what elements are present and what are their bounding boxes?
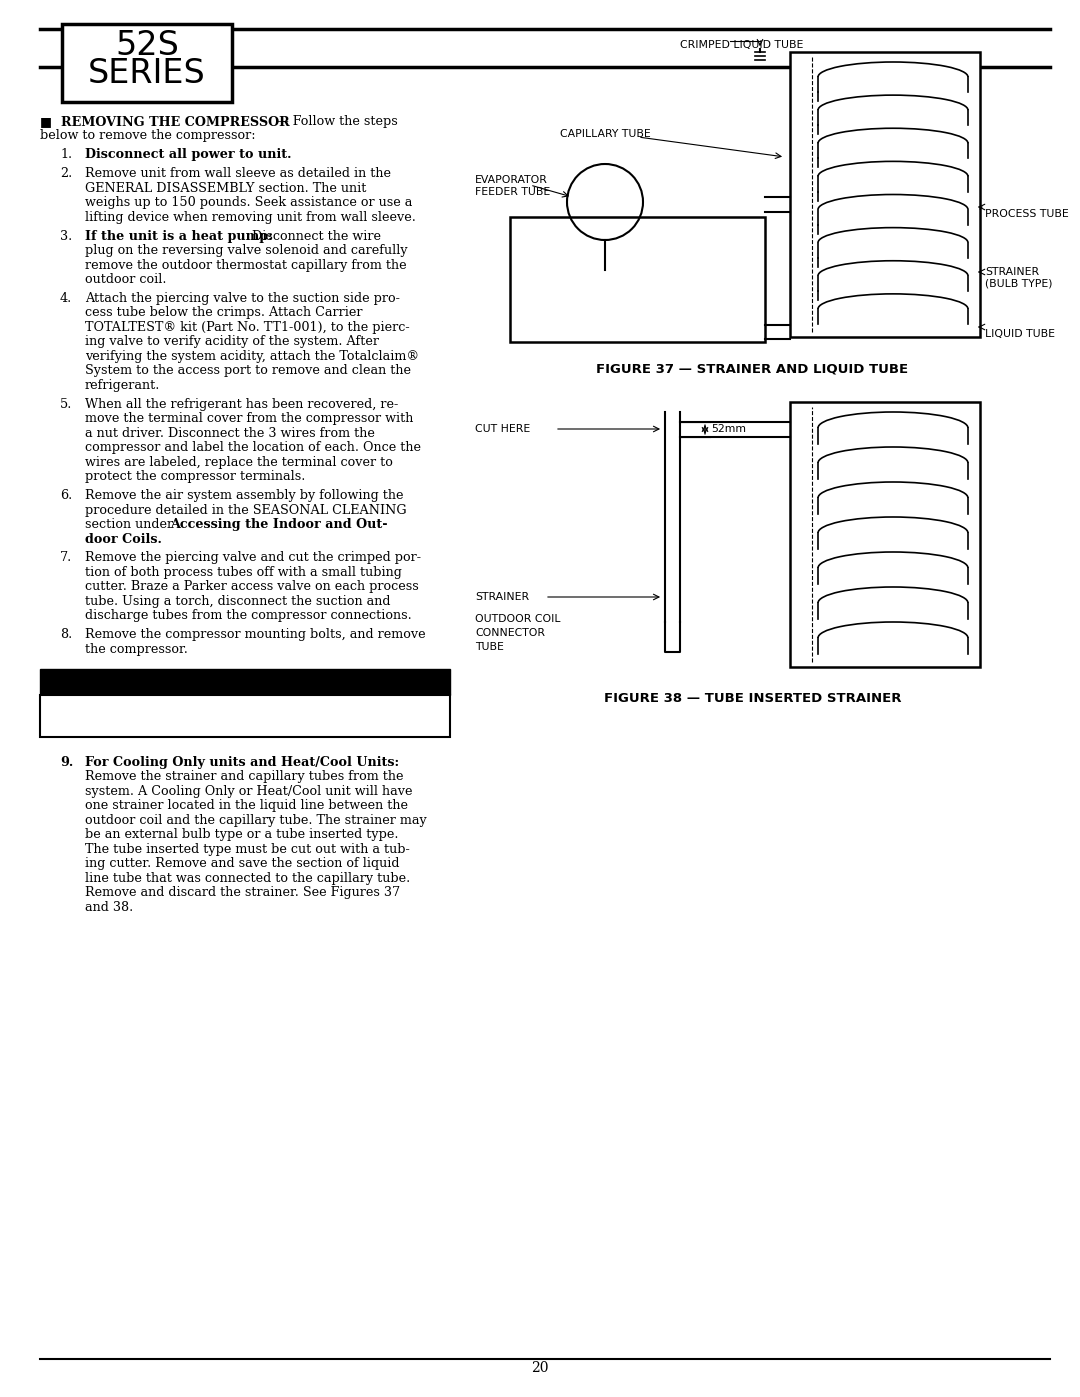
Text: door Coils.: door Coils. [85, 532, 162, 546]
Text: ing cutter. Remove and save the section of liquid: ing cutter. Remove and save the section … [85, 858, 400, 870]
Text: EVAPORATOR: EVAPORATOR [475, 175, 548, 184]
Text: SERIES: SERIES [89, 57, 206, 89]
Text: LIQUID TUBE: LIQUID TUBE [985, 330, 1055, 339]
Text: 7.: 7. [60, 552, 72, 564]
Text: FIGURE 38 — TUBE INSERTED STRAINER: FIGURE 38 — TUBE INSERTED STRAINER [604, 692, 901, 705]
Text: Remove the piercing valve and cut the crimped por-: Remove the piercing valve and cut the cr… [85, 552, 421, 564]
Text: cutter. Braze a Parker access valve on each process: cutter. Braze a Parker access valve on e… [85, 580, 419, 594]
Text: (BULB TYPE): (BULB TYPE) [985, 279, 1053, 289]
Text: GENERAL DISASSEMBLY section. The unit: GENERAL DISASSEMBLY section. The unit [85, 182, 366, 194]
Text: below to remove the compressor:: below to remove the compressor: [40, 130, 256, 142]
Text: For Cooling Only units and Heat/Cool Units:: For Cooling Only units and Heat/Cool Uni… [85, 756, 400, 768]
Text: wires are labeled, replace the terminal cover to: wires are labeled, replace the terminal … [85, 455, 393, 469]
Text: 6.: 6. [60, 489, 72, 502]
Text: outdoor coil.: outdoor coil. [85, 272, 166, 286]
Text: 5.: 5. [60, 398, 72, 411]
Text: 4.: 4. [60, 292, 72, 305]
Text: System to the access port to remove and clean the: System to the access port to remove and … [85, 365, 411, 377]
Text: lifting device when removing unit from wall sleeve.: lifting device when removing unit from w… [85, 211, 416, 224]
Text: system. A Cooling Only or Heat/Cool unit will have: system. A Cooling Only or Heat/Cool unit… [85, 785, 413, 798]
Text: FIGURE 37 — STRAINER AND LIQUID TUBE: FIGURE 37 — STRAINER AND LIQUID TUBE [596, 362, 908, 374]
Text: 1.: 1. [60, 148, 72, 161]
Text: and 38.: and 38. [85, 901, 133, 914]
Text: outdoor coil and the capillary tube. The strainer may: outdoor coil and the capillary tube. The… [85, 813, 427, 827]
Text: OUTDOOR COIL: OUTDOOR COIL [475, 613, 561, 623]
Text: Remove the strainer and capillary tubes from the: Remove the strainer and capillary tubes … [85, 770, 404, 784]
Text: line tube that was connected to the capillary tube.: line tube that was connected to the capi… [85, 872, 410, 884]
Bar [789, 52, 980, 337]
Text: Remove the compressor mounting bolts, and remove: Remove the compressor mounting bolts, an… [85, 629, 426, 641]
Text: ⚠ CAUTION: ⚠ CAUTION [198, 675, 293, 689]
Text: one strainer located in the liquid line between the: one strainer located in the liquid line … [85, 799, 408, 812]
Text: move the terminal cover from the compressor with: move the terminal cover from the compres… [85, 412, 414, 425]
Text: Attach the piercing valve to the suction side pro-: Attach the piercing valve to the suction… [85, 292, 400, 305]
Text: TOTALTEST® kit (Part No. TT1-001), to the pierc-: TOTALTEST® kit (Part No. TT1-001), to th… [85, 321, 409, 334]
Text: Remove the air system assembly by following the: Remove the air system assembly by follow… [85, 489, 404, 502]
Text: 52S: 52S [116, 29, 179, 61]
Text: protect the compressor terminals.: protect the compressor terminals. [85, 471, 306, 483]
Text: a nut driver. Disconnect the 3 wires from the: a nut driver. Disconnect the 3 wires fro… [85, 426, 375, 440]
Text: CRIMPED LIQUID TUBE: CRIMPED LIQUID TUBE [680, 41, 804, 50]
Text: Remove unit from wall sleeve as detailed in the: Remove unit from wall sleeve as detailed… [85, 168, 391, 180]
Text: CUT HERE: CUT HERE [475, 425, 530, 434]
Text: 9.: 9. [60, 756, 73, 768]
Text: When all the refrigerant has been recovered, re-: When all the refrigerant has been recove… [85, 398, 399, 411]
Text: CAPILLARY TUBE: CAPILLARY TUBE [561, 129, 651, 138]
Text: 8.: 8. [60, 629, 72, 641]
Text: The tube inserted type must be cut out with a tub-: The tube inserted type must be cut out w… [85, 842, 409, 856]
Text: — Follow the steps: — Follow the steps [268, 115, 397, 129]
Text: Disconnect all power to unit.: Disconnect all power to unit. [85, 148, 292, 161]
Bar [40, 694, 450, 736]
Text: process.: process. [48, 718, 102, 731]
Text: verifying the system acidity, attach the Totalclaim®: verifying the system acidity, attach the… [85, 349, 419, 363]
Bar [40, 669, 450, 694]
Text: refrigerant.: refrigerant. [85, 379, 160, 393]
Text: section under: section under [85, 518, 177, 531]
Text: tion of both process tubes off with a small tubing: tion of both process tubes off with a sm… [85, 566, 402, 578]
Text: weighs up to 150 pounds. Seek assistance or use a: weighs up to 150 pounds. Seek assistance… [85, 196, 413, 210]
Text: procedure detailed in the SEASONAL CLEANING: procedure detailed in the SEASONAL CLEAN… [85, 503, 407, 517]
Text: ing valve to verify acidity of the system. After: ing valve to verify acidity of the syste… [85, 335, 379, 348]
Text: ■  REMOVING THE COMPRESSOR: ■ REMOVING THE COMPRESSOR [40, 115, 289, 129]
Text: 20: 20 [531, 1361, 549, 1375]
Text: Accessing the Indoor and Out-: Accessing the Indoor and Out- [170, 518, 388, 531]
Text: FEEDER TUBE: FEEDER TUBE [475, 187, 550, 197]
Text: compressor and label the location of each. Once the: compressor and label the location of eac… [85, 441, 421, 454]
Text: 52mm: 52mm [711, 425, 746, 434]
Text: Remove and discard the strainer. See Figures 37: Remove and discard the strainer. See Fig… [85, 886, 400, 900]
Bar [510, 217, 765, 342]
Text: Disconnect the wire: Disconnect the wire [248, 229, 381, 243]
Text: STRAINER: STRAINER [985, 267, 1039, 277]
Text: cess tube below the crimps. Attach Carrier: cess tube below the crimps. Attach Carri… [85, 306, 363, 320]
Text: If the unit is a heat pump:: If the unit is a heat pump: [85, 229, 273, 243]
Text: tube. Using a torch, disconnect the suction and: tube. Using a torch, disconnect the suct… [85, 595, 391, 608]
Text: CONNECTOR: CONNECTOR [475, 629, 545, 638]
Text: TUBE: TUBE [475, 643, 504, 652]
Text: the compressor.: the compressor. [85, 643, 188, 655]
Text: plug on the reversing valve solenoid and carefully: plug on the reversing valve solenoid and… [85, 244, 407, 257]
Text: 2.: 2. [60, 168, 72, 180]
Text: be an external bulb type or a tube inserted type.: be an external bulb type or a tube inser… [85, 828, 399, 841]
Text: The compressor may still be hot from the brazing: The compressor may still be hot from the… [48, 703, 367, 715]
Bar [62, 24, 232, 102]
Text: discharge tubes from the compressor connections.: discharge tubes from the compressor conn… [85, 609, 411, 623]
Text: STRAINER: STRAINER [475, 592, 529, 602]
Text: remove the outdoor thermostat capillary from the: remove the outdoor thermostat capillary … [85, 258, 407, 271]
Bar [789, 402, 980, 666]
Text: 3.: 3. [60, 229, 72, 243]
Text: PROCESS TUBE: PROCESS TUBE [985, 210, 1069, 219]
